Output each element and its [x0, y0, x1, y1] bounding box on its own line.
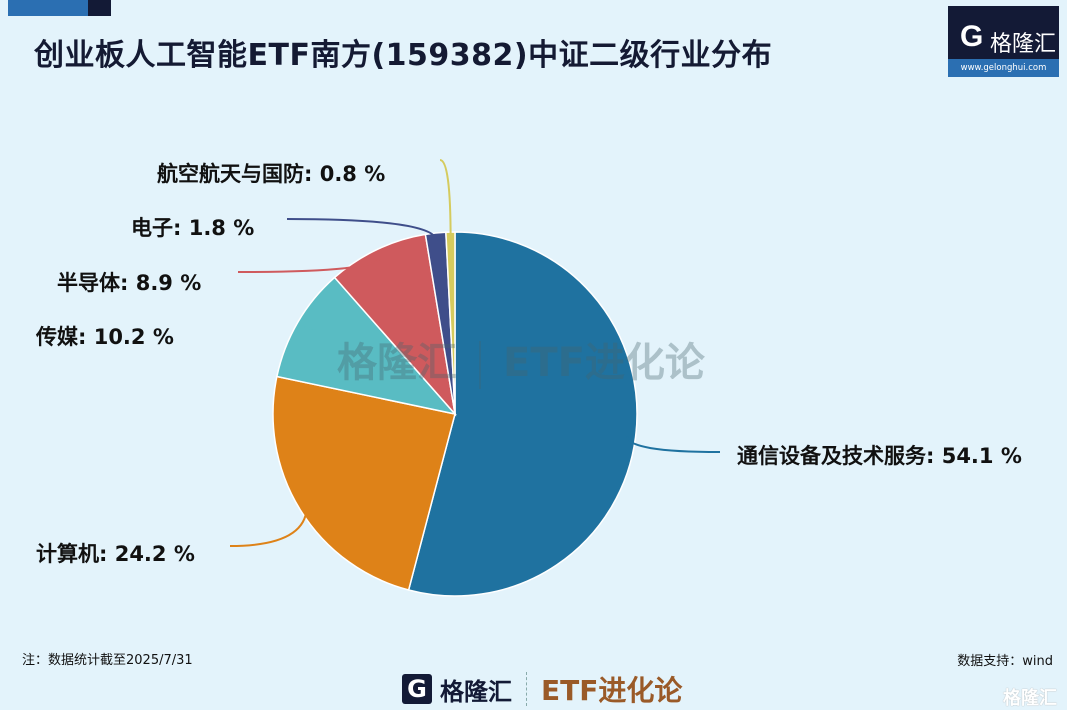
- corner-watermark: 格隆汇: [1003, 688, 1057, 709]
- pie-slice-3: [333, 233, 457, 417]
- leader-line-0: [626, 436, 721, 453]
- slice-label-4: 电子: 1.8 %: [131, 216, 255, 240]
- data-source: 数据支持：wind: [957, 654, 1053, 669]
- pie-slice-1: [272, 375, 456, 591]
- slice-label-5: 航空航天与国防: 0.8 %: [157, 162, 386, 186]
- gelonghui-logo: G 格隆汇 www.gelonghui.com: [948, 6, 1059, 77]
- footer-logo: G 格隆汇 ETF进化论: [402, 669, 682, 709]
- footnote: 注：数据统计截至2025/7/31: [22, 653, 193, 668]
- slice-label-0: 通信设备及技术服务: 54.1 %: [737, 444, 1022, 468]
- header-accent-bar: [8, 0, 88, 16]
- slice-label-1: 计算机: 24.2 %: [36, 542, 195, 566]
- leader-line-1: [229, 505, 308, 547]
- pie-slice-0: [407, 231, 638, 597]
- leader-line-2: [303, 325, 323, 330]
- chart-title: 创业板人工智能ETF南方(159382)中证二级行业分布: [34, 38, 773, 73]
- pie-slice-2: [276, 276, 458, 416]
- slice-label-3: 半导体: 8.9 %: [57, 271, 202, 295]
- watermark: 格隆汇 ETF进化论: [337, 330, 705, 389]
- leader-line-3: [237, 256, 382, 273]
- header-accent-bar-dark: [88, 0, 111, 16]
- slice-label-2: 传媒: 10.2 %: [36, 325, 174, 349]
- leader-line-5: [439, 159, 452, 241]
- leader-line-4: [286, 218, 438, 242]
